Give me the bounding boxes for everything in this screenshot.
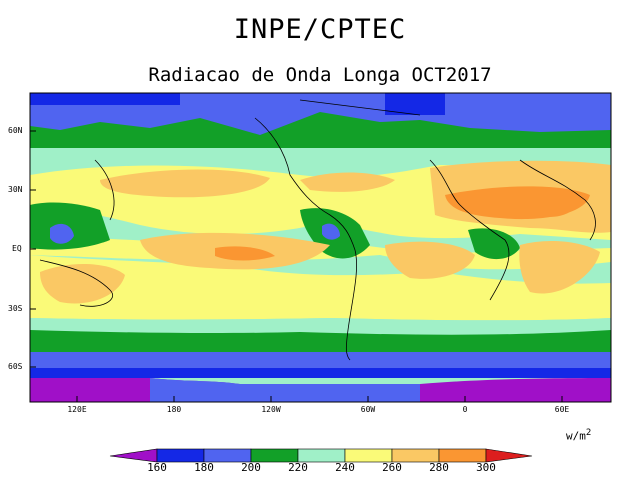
colorbar-label-200: 200 — [241, 461, 261, 474]
lon-tick-60e: 60E — [554, 405, 570, 414]
coastlines — [39, 99, 596, 361]
lon-tick-0: 0 — [462, 405, 468, 414]
colorbar-label-180: 180 — [194, 461, 214, 474]
colorbar-label-260: 260 — [382, 461, 402, 474]
lat-tick-60s: 60S — [8, 362, 23, 371]
olr-field — [30, 93, 611, 402]
lon-tick-120e: 120E — [67, 405, 87, 414]
lat-tick-eq: EQ — [12, 244, 22, 253]
map-frame — [29, 92, 612, 403]
lat-tick-30n: 30N — [8, 185, 23, 194]
colorbar-unit-label: w/m2 — [566, 428, 591, 443]
colorbar-swatch-above-300 — [485, 448, 533, 463]
lon-tick-120w: 120W — [261, 405, 281, 414]
lat-tick-30s: 30S — [8, 304, 23, 313]
unit-power: 2 — [585, 428, 592, 438]
colorbar — [109, 448, 533, 463]
unit-text: w/m — [566, 429, 586, 443]
axis-tick-marks — [30, 130, 563, 402]
main-title: INPE/CPTEC — [233, 14, 407, 45]
map-subtitle: Radiacao de Onda Longa OCT2017 — [148, 64, 492, 86]
colorbar-label-300: 300 — [476, 461, 496, 474]
colorbar-label-160: 160 — [147, 461, 167, 474]
colorbar-label-220: 220 — [288, 461, 308, 474]
lon-tick-60w: 60W — [360, 405, 376, 414]
lat-tick-60n: 60N — [8, 126, 23, 135]
lon-tick-180: 180 — [166, 405, 182, 414]
colorbar-label-240: 240 — [335, 461, 355, 474]
colorbar-label-280: 280 — [429, 461, 449, 474]
